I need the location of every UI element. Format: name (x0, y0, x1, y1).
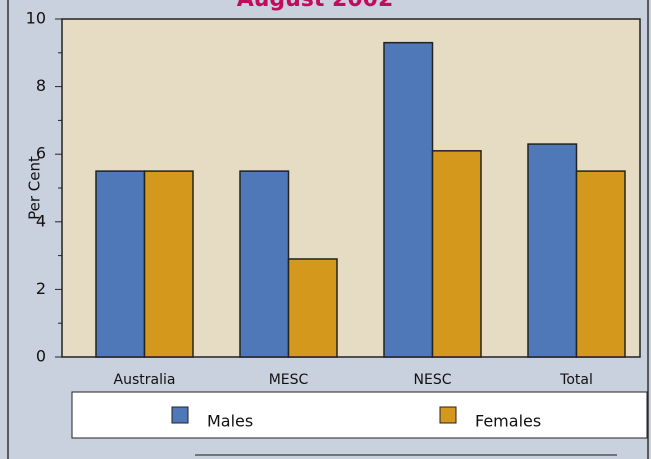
bar (575, 170, 626, 358)
chart-title: August 2002 (237, 0, 394, 12)
bar (431, 150, 482, 358)
legend-swatch (439, 406, 457, 424)
x-tick-label: MESC (269, 372, 309, 388)
legend (71, 391, 648, 439)
legend-label: Females (475, 412, 541, 431)
y-tick-label: 4 (36, 211, 46, 230)
y-axis-label: Per Cent (26, 156, 44, 220)
bar (95, 170, 146, 358)
y-tick-label: 6 (36, 144, 46, 163)
x-tick-label: NESC (414, 372, 452, 388)
bar (527, 143, 578, 358)
x-tick-label: Total (559, 372, 593, 388)
bar (287, 258, 338, 358)
legend-label: Males (207, 412, 253, 431)
y-tick-label: 0 (36, 347, 46, 366)
y-tick-label: 2 (36, 279, 46, 298)
bar (383, 41, 434, 358)
bar (143, 170, 194, 358)
x-tick-label: Australia (114, 372, 176, 388)
bar (239, 170, 290, 358)
legend-swatch (171, 406, 189, 424)
y-tick-label: 10 (26, 9, 46, 28)
y-tick-label: 8 (36, 76, 46, 95)
